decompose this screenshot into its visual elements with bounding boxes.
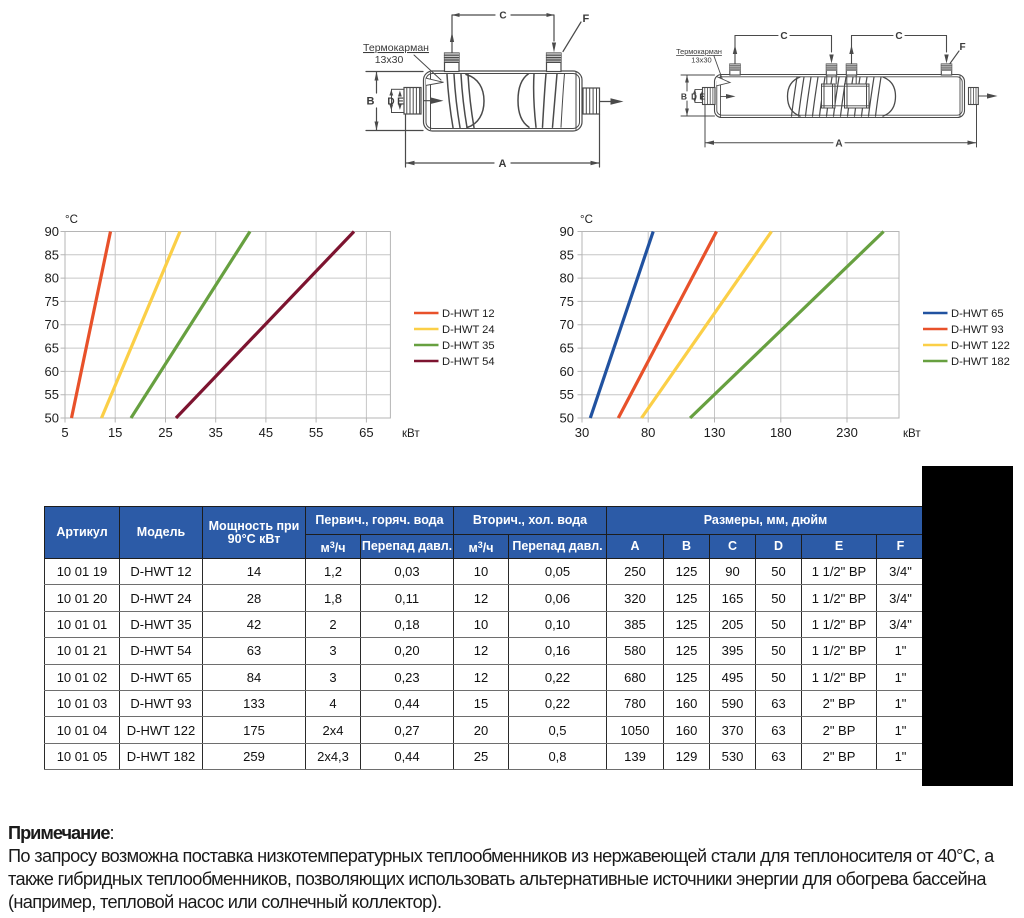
svg-text:D-HWT 35: D-HWT 35 — [442, 340, 495, 352]
svg-text:180: 180 — [770, 425, 792, 440]
svg-text:50: 50 — [45, 411, 59, 426]
svg-text:A: A — [499, 158, 507, 170]
svg-text:230: 230 — [836, 425, 858, 440]
svg-text:50: 50 — [560, 411, 574, 426]
svg-text:75: 75 — [45, 294, 59, 309]
svg-text:13х30: 13х30 — [375, 54, 404, 66]
svg-text:C: C — [895, 31, 902, 42]
svg-text:B: B — [681, 91, 687, 101]
svg-text:130: 130 — [704, 425, 726, 440]
svg-text:D-HWT 182: D-HWT 182 — [951, 356, 1010, 368]
svg-text:B: B — [367, 96, 375, 108]
svg-text:65: 65 — [45, 341, 59, 356]
svg-text:D-HWT 24: D-HWT 24 — [442, 324, 495, 336]
svg-text:65: 65 — [560, 341, 574, 356]
svg-text:75: 75 — [560, 294, 574, 309]
svg-text:E: E — [397, 97, 404, 108]
svg-text:80: 80 — [45, 271, 59, 286]
svg-text:A: A — [835, 139, 842, 150]
svg-text:D: D — [691, 92, 697, 101]
svg-text:E: E — [699, 92, 705, 101]
svg-text:13х30: 13х30 — [691, 56, 711, 65]
svg-text:F: F — [583, 13, 590, 25]
svg-text:35: 35 — [208, 425, 222, 440]
svg-text:°C: °C — [580, 214, 593, 226]
svg-text:C: C — [780, 31, 787, 42]
svg-text:F: F — [960, 42, 966, 53]
svg-text:15: 15 — [108, 425, 122, 440]
svg-text:5: 5 — [61, 425, 68, 440]
svg-text:D-HWT 93: D-HWT 93 — [951, 324, 1004, 336]
svg-text:кВт: кВт — [903, 428, 921, 440]
svg-text:90: 90 — [45, 224, 59, 239]
svg-text:D-HWT 54: D-HWT 54 — [442, 356, 495, 368]
svg-text:80: 80 — [641, 425, 655, 440]
svg-text:60: 60 — [45, 364, 59, 379]
svg-text:кВт: кВт — [402, 428, 420, 440]
svg-text:55: 55 — [309, 425, 323, 440]
svg-text:25: 25 — [158, 425, 172, 440]
svg-text:90: 90 — [560, 224, 574, 239]
svg-text:Термокарман: Термокарман — [363, 42, 429, 54]
svg-text:70: 70 — [45, 317, 59, 332]
svg-text:D-HWT 122: D-HWT 122 — [951, 340, 1010, 352]
svg-text:80: 80 — [560, 271, 574, 286]
svg-text:D-HWT 65: D-HWT 65 — [951, 308, 1004, 320]
svg-text:30: 30 — [575, 425, 589, 440]
svg-text:85: 85 — [45, 247, 59, 262]
svg-text:70: 70 — [560, 317, 574, 332]
svg-text:Термокарман: Термокарман — [676, 47, 722, 56]
svg-text:85: 85 — [560, 247, 574, 262]
svg-text:D-HWT 12: D-HWT 12 — [442, 308, 495, 320]
svg-text:55: 55 — [560, 387, 574, 402]
svg-text:65: 65 — [359, 425, 373, 440]
svg-text:D: D — [387, 97, 394, 108]
svg-text:C: C — [499, 11, 506, 22]
svg-text:45: 45 — [259, 425, 273, 440]
svg-text:60: 60 — [560, 364, 574, 379]
svg-text:55: 55 — [45, 387, 59, 402]
svg-text:°C: °C — [65, 214, 78, 226]
